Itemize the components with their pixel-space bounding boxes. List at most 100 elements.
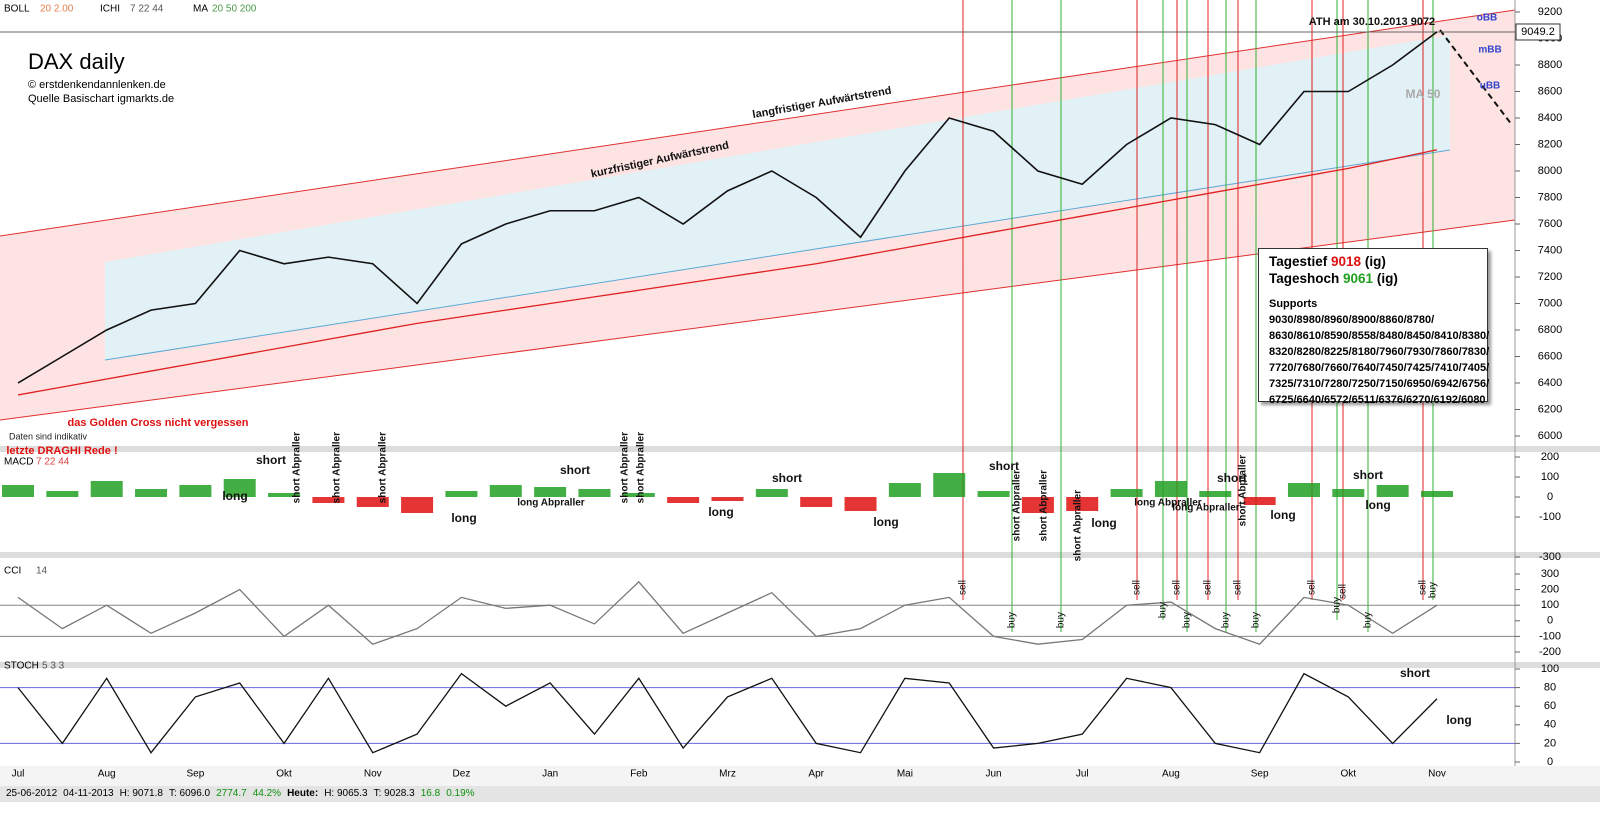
y-tick-label: 100 [1541, 599, 1559, 611]
chart-title: DAX daily [28, 49, 125, 74]
y-tick-label: 100 [1541, 471, 1559, 483]
y-tick-label: 7000 [1538, 297, 1562, 309]
bar [1421, 491, 1453, 497]
y-tick-label: 6400 [1538, 377, 1562, 389]
bar [135, 489, 168, 497]
y-tick-label: 6800 [1538, 324, 1562, 336]
footer-item: 0.19% [446, 788, 475, 799]
indicator-params: 7 22 44 [130, 4, 164, 15]
annotation: sell [1172, 580, 1183, 595]
annotation: long Abpraller [517, 498, 585, 509]
annotation: short [1353, 468, 1383, 482]
trend-line [0, 9, 1516, 237]
annotation: buy [1332, 597, 1343, 613]
y-tick-label: 8800 [1538, 59, 1562, 71]
last-price-label: 9049.2 [1521, 26, 1555, 38]
y-tick-label: 0 [1547, 615, 1553, 627]
last-price-box [1515, 23, 1561, 41]
credit: Quelle Basischart igmarkts.de [28, 93, 174, 105]
support-line: 8630/8610/8590/8558/8480/8450/8410/8380/ [1269, 330, 1490, 342]
bar [1066, 497, 1099, 511]
annotation: short [256, 453, 286, 467]
annotation: sell [958, 580, 969, 595]
bar [622, 493, 655, 497]
bar [667, 497, 700, 503]
bar [844, 497, 877, 511]
annotation: mBB [1478, 45, 1501, 56]
annotation: short Abpraller [1012, 470, 1023, 541]
x-tick-label: Jul [12, 769, 25, 780]
indicator-label: MA [193, 4, 208, 15]
annotation: short Abpraller [332, 432, 343, 503]
x-tick-label: Aug [98, 769, 116, 780]
series-line [17, 149, 1438, 396]
annotation: long Abpraller [1172, 503, 1240, 514]
suffix: (ig) [1376, 271, 1398, 286]
y-tick-label: 0 [1547, 756, 1553, 768]
annotation: oBB [1477, 13, 1498, 24]
bar [1199, 491, 1232, 497]
y-tick-label: 300 [1541, 568, 1559, 580]
suffix: (ig) [1364, 254, 1386, 269]
y-tick-label: 100 [1541, 663, 1559, 675]
bar [445, 491, 478, 497]
y-tick-label: 6200 [1538, 403, 1562, 415]
footer-item: 04-11-2013 [63, 788, 114, 799]
bar [401, 497, 434, 513]
annotation: short Abpraller [1039, 470, 1050, 541]
x-tick-label: Mai [897, 769, 913, 780]
bar [1110, 489, 1143, 497]
panel-divider [0, 446, 1600, 452]
annotation: das Golden Cross nicht vergessen [68, 417, 249, 429]
footer-item: 25-06-2012 [6, 788, 58, 799]
y-tick-label: 8200 [1538, 138, 1562, 150]
annotation: MA 50 [1406, 87, 1441, 101]
annotation: sell [1307, 580, 1318, 595]
panel-divider [0, 552, 1600, 558]
y-tick-label: 8000 [1538, 165, 1562, 177]
bar [489, 485, 522, 497]
bar [1154, 481, 1187, 497]
x-tick-label: Sep [186, 769, 204, 780]
footer-item: 16.8 [420, 788, 441, 799]
annotation: short Abpraller [636, 432, 647, 503]
annotation: sell [1418, 580, 1429, 595]
annotation: sell [1132, 580, 1143, 595]
info-low: Tagestief 9018 (ig) [1269, 253, 1487, 270]
bar [179, 485, 212, 497]
x-tick-label: Dez [453, 769, 471, 780]
series-line [17, 31, 1438, 384]
x-tick-label: Apr [808, 769, 824, 780]
footer-item: Heute: [287, 788, 319, 799]
y-tick-label: 8400 [1538, 112, 1562, 124]
annotation: short Abpraller [378, 432, 389, 503]
indicator-label: MACD [4, 457, 33, 468]
x-tick-label: Nov [1428, 769, 1446, 780]
bar [1243, 497, 1276, 505]
annotation: long [1091, 516, 1116, 530]
annotation: long [1270, 508, 1295, 522]
annotation: buy [1363, 612, 1374, 628]
x-tick-label: Feb [630, 769, 648, 780]
footer-item: H: 9071.8 [119, 788, 163, 799]
bar [223, 479, 256, 497]
footer: 25-06-2012 04-11-2013 H: 9071.8 T: 6096.0 27… [0, 786, 1600, 802]
x-tick-label: Okt [1341, 769, 1357, 780]
x-tick-label: Jun [986, 769, 1002, 780]
annotation: short Abpraller [292, 432, 303, 503]
y-tick-label: 0 [1547, 491, 1553, 503]
label: Tageshoch [1269, 271, 1340, 286]
y-tick-label: -100 [1539, 511, 1561, 523]
annotation: buy [1251, 612, 1262, 628]
annotation: short [1400, 666, 1430, 680]
x-tick-label: Jul [1076, 769, 1089, 780]
y-tick-label: -100 [1539, 630, 1561, 642]
y-tick-label: -300 [1539, 551, 1561, 563]
indicator-params: 14 [36, 566, 48, 577]
annotation: short [560, 463, 590, 477]
y-tick-label: 40 [1544, 719, 1556, 731]
support-line: 7325/7310/7280/7250/7150/6950/6942/6756/ [1269, 378, 1490, 390]
annotation: sell [1203, 580, 1214, 595]
support-line: 9030/8980/8960/8900/8860/8780/ [1269, 314, 1435, 326]
